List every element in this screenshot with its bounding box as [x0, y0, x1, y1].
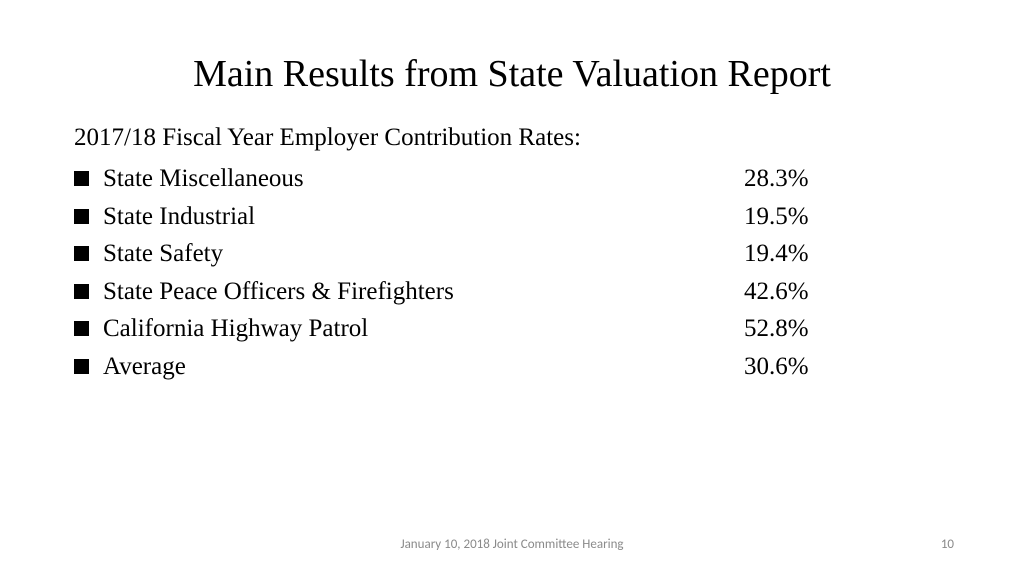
rate-label: State Peace Officers & Firefighters: [103, 273, 744, 311]
slide-footer: January 10, 2018 Joint Committee Hearing…: [0, 537, 1024, 552]
list-item: State Miscellaneous 28.3%: [74, 160, 954, 198]
rate-value: 19.4%: [744, 235, 954, 273]
list-item: California Highway Patrol 52.8%: [74, 310, 954, 348]
rate-value: 30.6%: [744, 348, 954, 386]
rate-label: State Safety: [103, 235, 744, 273]
list-item: Average 30.6%: [74, 348, 954, 386]
square-bullet-icon: [74, 246, 89, 261]
rate-list: State Miscellaneous 28.3% State Industri…: [74, 160, 954, 385]
square-bullet-icon: [74, 171, 89, 186]
rate-value: 28.3%: [744, 160, 954, 198]
footer-page-number: 10: [914, 537, 954, 552]
list-item: State Peace Officers & Firefighters 42.6…: [74, 273, 954, 311]
rate-label: State Miscellaneous: [103, 160, 744, 198]
rate-label: State Industrial: [103, 198, 744, 236]
slide: Main Results from State Valuation Report…: [0, 0, 1024, 385]
rate-value: 52.8%: [744, 310, 954, 348]
list-item: State Industrial 19.5%: [74, 198, 954, 236]
square-bullet-icon: [74, 284, 89, 299]
rate-label: California Highway Patrol: [103, 310, 744, 348]
square-bullet-icon: [74, 209, 89, 224]
square-bullet-icon: [74, 321, 89, 336]
rate-value: 42.6%: [744, 273, 954, 311]
footer-spacer: [70, 537, 110, 552]
list-item: State Safety 19.4%: [74, 235, 954, 273]
footer-text: January 10, 2018 Joint Committee Hearing: [110, 537, 914, 552]
slide-subtitle: 2017/18 Fiscal Year Employer Contributio…: [74, 124, 954, 152]
rate-value: 19.5%: [744, 198, 954, 236]
rate-label: Average: [103, 348, 744, 386]
square-bullet-icon: [74, 359, 89, 374]
slide-title: Main Results from State Valuation Report: [70, 52, 954, 96]
